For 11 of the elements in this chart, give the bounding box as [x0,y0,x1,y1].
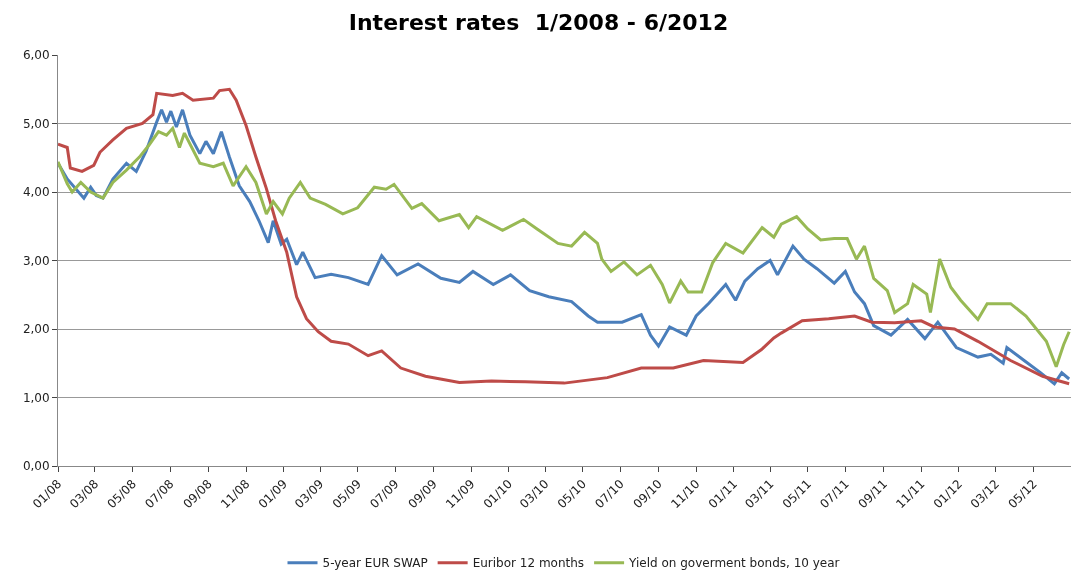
y-tick-label: 4,00 [22,185,50,200]
y-tick-label: 5,00 [22,116,50,131]
y-tick-label: 6,00 [22,48,50,63]
chart-title: Interest rates 1/2008 - 6/2012 [348,9,729,35]
y-tick-label: 0,00 [22,459,50,474]
legend-label: Yield on goverment bonds, 10 year [628,556,840,571]
y-tick-label: 2,00 [22,322,50,337]
legend-label: 5-year EUR SWAP [322,556,428,571]
y-tick-label: 3,00 [22,253,50,268]
y-tick-label: 1,00 [22,390,50,405]
legend-label: Euribor 12 months [472,556,585,571]
